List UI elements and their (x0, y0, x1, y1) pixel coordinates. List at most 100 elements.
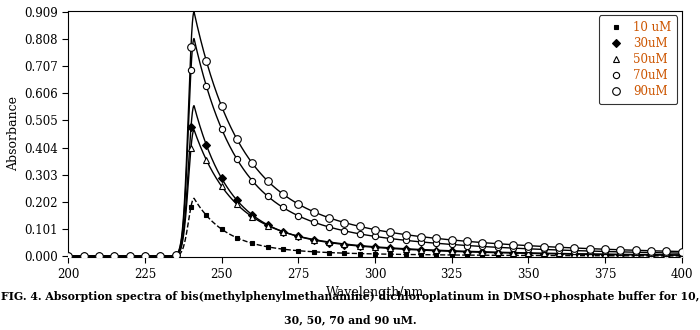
10 uM (263, 245, 272, 249)
30uM (233, 198, 242, 202)
10 uM (187, 205, 195, 209)
70uM (94, 254, 103, 258)
90uM (662, 249, 671, 253)
30uM (125, 254, 134, 258)
Line: 90uM: 90uM (64, 43, 685, 260)
30uM (494, 251, 502, 255)
10 uM (463, 253, 471, 257)
70uM (202, 84, 211, 88)
50uM (402, 247, 410, 251)
90uM (494, 242, 502, 246)
70uM (279, 206, 287, 210)
90uM (631, 248, 640, 252)
70uM (386, 237, 395, 241)
50uM (233, 202, 242, 206)
30uM (79, 254, 88, 258)
30uM (417, 248, 426, 252)
70uM (570, 248, 579, 252)
70uM (478, 245, 486, 248)
50uM (540, 251, 548, 255)
10 uM (94, 254, 103, 258)
30uM (94, 254, 103, 258)
90uM (678, 249, 686, 253)
50uM (371, 245, 379, 249)
70uM (402, 238, 410, 242)
10 uM (309, 250, 318, 254)
50uM (141, 254, 149, 258)
30uM (294, 235, 302, 239)
90uM (325, 216, 333, 220)
70uM (64, 254, 73, 258)
10 uM (524, 253, 533, 257)
30uM (248, 213, 256, 217)
Text: 30, 50, 70 and 90 uM.: 30, 50, 70 and 90 uM. (284, 314, 416, 326)
50uM (463, 249, 471, 253)
30uM (218, 176, 226, 180)
30uM (172, 253, 180, 257)
10 uM (570, 254, 579, 258)
50uM (647, 253, 655, 257)
50uM (110, 254, 118, 258)
10 uM (141, 254, 149, 258)
30uM (141, 254, 149, 258)
10 uM (478, 253, 486, 257)
10 uM (494, 253, 502, 257)
90uM (64, 254, 73, 258)
50uM (678, 253, 686, 257)
50uM (601, 252, 609, 256)
70uM (141, 254, 149, 258)
50uM (202, 158, 211, 162)
50uM (279, 230, 287, 234)
30uM (110, 254, 118, 258)
90uM (202, 59, 211, 63)
30uM (309, 238, 318, 242)
30uM (156, 254, 164, 258)
90uM (463, 239, 471, 243)
50uM (586, 252, 594, 256)
30uM (570, 252, 579, 256)
90uM (187, 45, 195, 49)
10 uM (202, 213, 211, 217)
30uM (340, 243, 349, 247)
70uM (218, 127, 226, 131)
10 uM (601, 254, 609, 258)
90uM (263, 179, 272, 183)
30uM (64, 254, 73, 258)
30uM (540, 252, 548, 256)
10 uM (218, 227, 226, 231)
70uM (309, 220, 318, 224)
30uM (631, 253, 640, 257)
50uM (478, 250, 486, 254)
70uM (586, 249, 594, 253)
70uM (172, 253, 180, 257)
90uM (294, 202, 302, 206)
90uM (156, 254, 164, 258)
10 uM (294, 249, 302, 253)
50uM (524, 251, 533, 255)
90uM (386, 230, 395, 234)
50uM (218, 184, 226, 188)
10 uM (540, 253, 548, 257)
30uM (662, 253, 671, 257)
10 uM (678, 254, 686, 258)
30uM (555, 252, 564, 256)
70uM (79, 254, 88, 258)
30uM (463, 250, 471, 254)
Line: 50uM: 50uM (65, 145, 685, 259)
90uM (555, 245, 564, 249)
Line: 10 uM: 10 uM (66, 204, 684, 258)
30uM (616, 253, 624, 257)
50uM (248, 215, 256, 219)
50uM (125, 254, 134, 258)
70uM (125, 254, 134, 258)
30uM (279, 230, 287, 234)
10 uM (555, 254, 564, 258)
90uM (509, 243, 517, 247)
70uM (447, 243, 456, 247)
10 uM (402, 252, 410, 256)
50uM (64, 254, 73, 258)
10 uM (233, 236, 242, 240)
70uM (356, 232, 364, 236)
70uM (555, 248, 564, 252)
50uM (631, 252, 640, 256)
